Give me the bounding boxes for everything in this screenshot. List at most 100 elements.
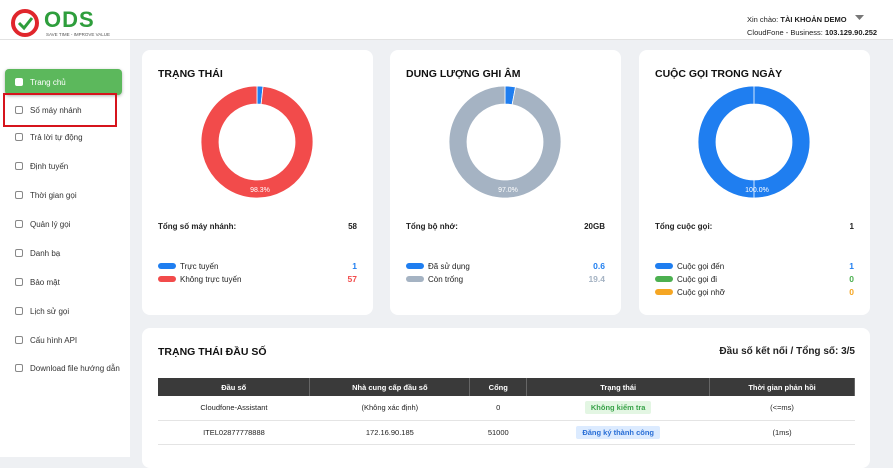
nav-item[interactable]: Trang chủ [5, 69, 122, 95]
nav-item[interactable]: Bảo mật [5, 269, 122, 295]
legend-swatch [406, 263, 424, 269]
nav-label: Download file hướng dẫn [30, 363, 120, 373]
card-title: TRẠNG THÁI [158, 68, 223, 80]
legend-value: 0 [849, 287, 854, 297]
legend-swatch [655, 276, 673, 282]
legend-value: 1 [849, 261, 854, 271]
donut-percent-label: 100.0% [745, 187, 769, 194]
nav-icon [15, 162, 23, 170]
total-row: Tổng bộ nhớ: 20GB [406, 222, 605, 231]
nav-label: Số máy nhánh [30, 105, 82, 115]
logo-tagline: SAVE TIME - IMPROVE VALUE [46, 32, 111, 37]
status-badge: Không kiểm tra [584, 401, 652, 415]
plan: CloudFone - Business: 103.129.90.252 [747, 28, 877, 37]
nav-item[interactable]: Cấu hình API [5, 327, 122, 353]
column-header: Cổng [469, 378, 528, 396]
legend-item: Còn trống 19.4 [406, 274, 605, 284]
donut-center-label: 20GB [485, 134, 524, 151]
table-card: TRẠNG THÁI ĐẦU SỐ Đầu số kết nối / Tổng … [142, 328, 870, 468]
nav-label: Cấu hình API [30, 335, 78, 345]
plan-prefix: CloudFone - Business: [747, 28, 823, 37]
legend-item: Đã sử dụng 0.6 [406, 261, 605, 271]
total-label: Tổng số máy nhánh: [158, 222, 237, 231]
table-cell: ITEL02877778888 [158, 420, 310, 445]
stat-card: DUNG LƯỢNG GHI ÂM 20GB 97.0% Tổng bộ nhớ: 20… [390, 50, 621, 315]
total-row: Tổng số máy nhánh: 58 [158, 222, 357, 231]
legend-item: Cuộc gọi đi 0 [655, 274, 854, 284]
top-bar: ODS SAVE TIME - IMPROVE VALUE Xin chào: … [0, 0, 893, 40]
stat-card: TRẠNG THÁI 98.3% Tổng số máy nhánh: 58 Trực … [142, 50, 373, 315]
column-header: Nhà cung cấp đầu số [309, 378, 471, 396]
nav-item[interactable]: Quản lý gọi [5, 211, 122, 237]
total-value: 1 [849, 222, 854, 231]
table-cell: Cloudfone-Assistant [158, 396, 310, 421]
ip: 103.129.90.252 [824, 28, 878, 37]
table-cell: (<=ms) [709, 396, 855, 421]
table-cell: 172.16.90.185 [309, 420, 470, 445]
nav-label: Trang chủ [30, 77, 66, 87]
column-header: Đầu số [158, 378, 311, 396]
legend-value: 0 [849, 274, 854, 284]
nav-icon [15, 307, 23, 315]
table-cell: 0 [469, 396, 527, 421]
donut-chart: 20GB 97.0% [448, 85, 562, 199]
nav-label: Quản lý gọi [30, 219, 71, 229]
legend-swatch [655, 289, 673, 295]
greeting-prefix: Xin chào: [747, 15, 779, 24]
table-row: Cloudfone-Assistant (Không xác định) 0 Khôn… [158, 396, 855, 421]
legend-name: Cuộc gọi nhỡ [677, 287, 725, 297]
legend-name: Không trực tuyến [180, 274, 242, 284]
table-cell: Đăng ký thành công [526, 420, 710, 445]
nav-item[interactable]: Lịch sử gọi [5, 298, 122, 324]
nav-item[interactable]: Download file hướng dẫn [5, 355, 122, 381]
legend-value: 0.6 [593, 261, 605, 271]
nav-item[interactable]: Trả lời tự động [5, 124, 122, 150]
table-cell: 51000 [469, 420, 527, 445]
column-header: Thời gian phản hồi [709, 378, 855, 396]
table-row: ITEL02877778888 172.16.90.185 51000 Đăng ký… [158, 420, 855, 445]
greeting: Xin chào: TÀI KHOẢN DEMO [747, 15, 847, 24]
column-header: Trạng thái [526, 378, 711, 396]
donut-segment [697, 85, 811, 199]
logo-icon [11, 9, 39, 37]
nav-label: Bảo mật [30, 277, 60, 287]
nav-item[interactable]: Thời gian gọi [5, 182, 122, 208]
table-cell: Không kiểm tra [526, 396, 710, 421]
legend-swatch [406, 276, 424, 282]
nav-icon [15, 364, 23, 372]
nav-item[interactable]: Định tuyến [5, 153, 122, 179]
nav-icon [15, 220, 23, 228]
total-value: 58 [348, 222, 357, 231]
account-caret[interactable] [855, 15, 865, 21]
logo-text: ODS [44, 7, 95, 32]
legend-value: 57 [347, 274, 357, 284]
nav-icon [15, 78, 23, 86]
donut-chart: 98.3% [200, 85, 314, 199]
status-badge: Đăng ký thành công [576, 425, 660, 439]
card-title: CUỘC GỌI TRONG NGÀY [655, 68, 783, 80]
nav-item[interactable]: Số máy nhánh [3, 93, 117, 127]
legend-name: Cuộc gọi đi [677, 274, 718, 284]
card-title: DUNG LƯỢNG GHI ÂM [406, 68, 521, 80]
sidebar: Trang chủ Số máy nhánh Trả lời tự động Định… [0, 40, 130, 457]
table-cell: (Không xác định) [309, 396, 470, 421]
nav-label: Thời gian gọi [30, 190, 77, 200]
legend-item: Cuộc gọi đến 1 [655, 261, 854, 271]
legend-name: Cuộc gọi đến [677, 261, 725, 271]
donut-segment [200, 85, 314, 199]
donut-percent-label: 98.3% [250, 187, 270, 194]
nav-icon [15, 336, 23, 344]
legend-name: Trực tuyến [180, 261, 219, 271]
legend-swatch [158, 263, 176, 269]
legend-name: Đã sử dụng [428, 261, 470, 271]
nav-icon [15, 249, 23, 257]
total-label: Tổng bộ nhớ: [406, 222, 458, 231]
stat-card: CUỘC GỌI TRONG NGÀY 100.0% Tổng cuộc gọi: 1… [639, 50, 870, 315]
total-row: Tổng cuộc gọi: 1 [655, 222, 854, 231]
account-name: TÀI KHOẢN DEMO [780, 15, 847, 24]
status-table: Đầu số Nhà cung cấp đầu số Cổng Trạng thái T… [158, 378, 855, 445]
nav-item[interactable]: Danh bạ [5, 240, 122, 266]
donut-chart: 100.0% [697, 85, 811, 199]
total-value: 20GB [584, 222, 605, 231]
